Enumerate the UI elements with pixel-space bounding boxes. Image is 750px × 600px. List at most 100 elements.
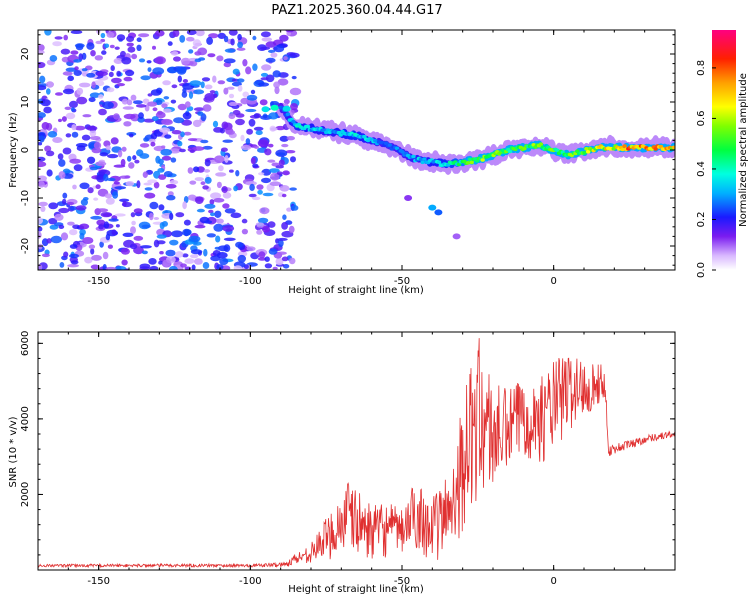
noise-blob [131,53,138,60]
snr-panel: -150 -100 -50 0 2000 4000 6000 Height of strai… [8,331,676,595]
noise-blob [189,80,202,87]
noise-blob [40,99,51,107]
noise-blob [62,147,72,155]
noise-blob [202,145,213,150]
noise-blob [281,222,288,230]
noise-blob [182,87,187,94]
noise-blob [237,85,243,92]
noise-blob [99,101,104,105]
noise-blob [38,181,45,188]
noise-blob [61,198,67,205]
noise-blob [257,217,269,224]
noise-blob [166,195,176,201]
noise-blob [177,75,182,83]
noise-blob [135,104,147,108]
ridge-blob [282,105,291,112]
noise-blob [96,208,109,213]
noise-blob [222,192,232,199]
noise-blob [200,181,206,186]
noise-blob [39,135,45,143]
noise-blob [58,171,66,179]
noise-blob [256,184,264,190]
noise-blob [99,241,104,248]
noise-blob [222,139,233,143]
noise-blob [209,90,216,94]
noise-blob [69,206,78,211]
noise-blob [223,58,236,64]
noise-blob [248,193,257,198]
noise-blob [216,264,224,270]
noise-blob [228,93,235,99]
noise-blob [190,254,199,259]
colorbar-tick-label: 0.0 [696,262,707,278]
ridge-segment [582,151,587,155]
noise-blob [133,100,143,105]
noise-blob [71,131,79,138]
noise-blob [44,30,52,36]
noise-blob [86,42,95,50]
noise-blob [38,44,45,52]
noise-blob [111,229,117,236]
noise-blob [139,245,152,249]
noise-blob [87,187,94,194]
noise-blob [131,220,136,226]
noise-blob [90,215,102,220]
noise-blob [47,131,58,138]
noise-blob [38,156,46,162]
noise-blob [278,239,284,248]
noise-blob [161,119,173,126]
ridge-segment [611,146,616,151]
noise-blob [260,77,269,81]
noise-blob [273,45,285,53]
noise-blob [143,118,155,123]
noise-blob [155,155,161,164]
ridge-segment [305,124,311,129]
noise-blob [257,257,267,261]
noise-blob [250,89,256,95]
noise-blob [143,137,149,142]
noise-blob [139,153,150,159]
noise-blob [246,246,256,252]
noise-blob [242,91,249,98]
ridge-segment [411,154,416,159]
noise-blob [123,76,133,82]
noise-blob [130,226,136,235]
noise-blob [273,81,280,89]
noise-blob [224,155,229,163]
noise-blob [59,262,65,268]
noise-blob [52,137,63,143]
noise-blob [104,193,112,199]
y-tick-label: 6000 [20,331,31,356]
ridge-segment [622,144,627,148]
noise-blob [288,257,296,265]
noise-blob [276,171,283,175]
noise-blob [38,264,43,270]
noise-blob [70,107,75,112]
noise-blob [61,116,67,122]
noise-blob [249,183,255,191]
noise-blob [151,116,159,122]
noise-blob [177,103,187,111]
noise-blob [224,208,236,214]
noise-blob [55,92,63,96]
noise-blob [261,177,271,184]
noise-blob [253,145,259,149]
noise-blob [170,51,179,56]
spectrogram-marks [38,30,675,270]
ridge-segment [420,160,425,165]
noise-blob [106,87,115,93]
noise-blob [46,88,51,95]
noise-blob [127,155,132,162]
noise-blob [67,75,74,82]
noise-blob [167,191,174,197]
noise-blob [214,155,225,164]
noise-blob [90,248,95,255]
noise-blob [260,72,269,77]
noise-blob [163,171,173,178]
ridge-segment [469,160,474,165]
noise-blob [255,222,264,226]
noise-blob [133,235,144,241]
noise-blob [159,251,164,255]
noise-blob [171,130,182,135]
